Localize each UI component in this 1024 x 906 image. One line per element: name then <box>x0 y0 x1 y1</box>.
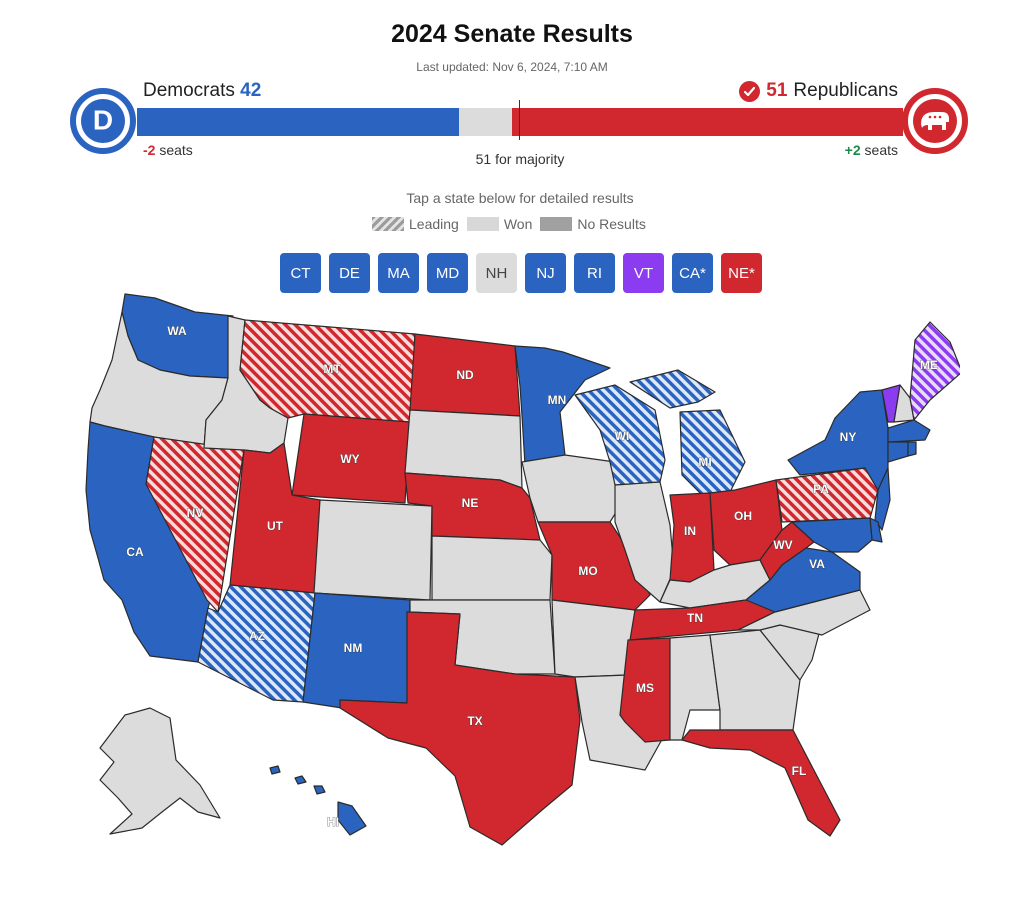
republican-seats: 51 <box>766 80 788 101</box>
state-button-nh[interactable]: NH <box>476 253 517 293</box>
donkey-d-icon: D <box>81 99 125 143</box>
state-ct[interactable] <box>887 441 909 463</box>
legend-won-label: Won <box>503 216 533 232</box>
state-button-de[interactable]: DE <box>329 253 370 293</box>
republican-seat-segment <box>512 108 903 136</box>
democrat-change-unit: seats <box>159 142 193 158</box>
elephant-icon <box>913 99 957 143</box>
state-nd[interactable] <box>409 333 521 417</box>
instructions-text: Tap a state below for detailed results <box>406 190 634 206</box>
state-button-md[interactable]: MD <box>427 253 468 293</box>
democrat-change-value: -2 <box>143 142 156 158</box>
legend-leading-label: Leading <box>409 216 459 232</box>
state-ma[interactable] <box>887 419 931 443</box>
majority-marker <box>519 100 520 140</box>
legend-no-results: No Results <box>540 216 646 232</box>
democrat-tally: Democrats 42 <box>143 80 261 102</box>
state-nj[interactable] <box>874 467 891 531</box>
state-mn[interactable] <box>514 345 611 466</box>
state-ak[interactable] <box>99 707 221 835</box>
seat-balance-bar <box>137 108 903 136</box>
state-button-nj[interactable]: NJ <box>525 253 566 293</box>
state-button-ct[interactable]: CT <box>280 253 321 293</box>
democrat-logo-letter: D <box>93 104 113 135</box>
page-title: 2024 Senate Results <box>391 20 633 48</box>
state-button-ma[interactable]: MA <box>378 253 419 293</box>
state-ar[interactable] <box>551 599 636 678</box>
majority-label: 51 for majority <box>475 151 565 167</box>
democrat-seat-change: -2 seats <box>143 142 193 158</box>
winner-check-icon <box>739 80 761 102</box>
state-fl[interactable] <box>681 729 841 837</box>
state-button-ne[interactable]: NE* <box>721 253 762 293</box>
state-hi[interactable] <box>269 765 367 836</box>
state-ri[interactable] <box>907 441 917 457</box>
state-label-hi: HI <box>327 815 339 829</box>
republican-change-value: +2 <box>844 142 861 158</box>
republican-change-unit: seats <box>864 142 898 158</box>
legend: Leading Won No Results <box>372 216 646 232</box>
small-state-buttons: CT DE MA MD NH NJ RI VT CA* NE* <box>280 253 762 293</box>
democrat-seats: 42 <box>240 80 262 101</box>
legend-no-results-label: No Results <box>577 216 646 232</box>
last-updated: Last updated: Nov 6, 2024, 7:10 AM <box>416 60 608 74</box>
state-button-vt[interactable]: VT <box>623 253 664 293</box>
legend-leading: Leading <box>372 216 459 232</box>
senate-results-map: WACANVMTWYUTAZNMNDNETXMNMOWIMIINOHTNMSFL… <box>85 293 960 846</box>
state-me[interactable] <box>909 321 960 421</box>
state-nm[interactable] <box>302 592 411 709</box>
state-ia[interactable] <box>521 454 626 523</box>
legend-won: Won <box>466 216 533 232</box>
state-button-ri[interactable]: RI <box>574 253 615 293</box>
won-swatch <box>466 217 499 231</box>
leading-swatch <box>372 217 404 231</box>
state-mo[interactable] <box>537 521 651 611</box>
democrat-logo: D <box>70 88 136 154</box>
republican-name: Republicans <box>793 80 898 101</box>
republican-tally: 51 Republicans <box>739 80 898 102</box>
state-in[interactable] <box>669 492 715 583</box>
democrat-seat-segment <box>137 108 459 136</box>
state-wy[interactable] <box>291 413 411 504</box>
state-md[interactable] <box>791 517 873 553</box>
state-button-ca[interactable]: CA* <box>672 253 713 293</box>
state-tx[interactable] <box>339 611 581 846</box>
democrat-name: Democrats <box>143 80 235 101</box>
republican-logo <box>902 88 968 154</box>
state-pa[interactable] <box>775 467 879 523</box>
no-results-swatch <box>540 217 573 231</box>
state-wv[interactable] <box>759 521 815 581</box>
state-co[interactable] <box>313 499 433 601</box>
republican-seat-change: +2 seats <box>845 142 898 158</box>
state-ks[interactable] <box>431 535 553 601</box>
